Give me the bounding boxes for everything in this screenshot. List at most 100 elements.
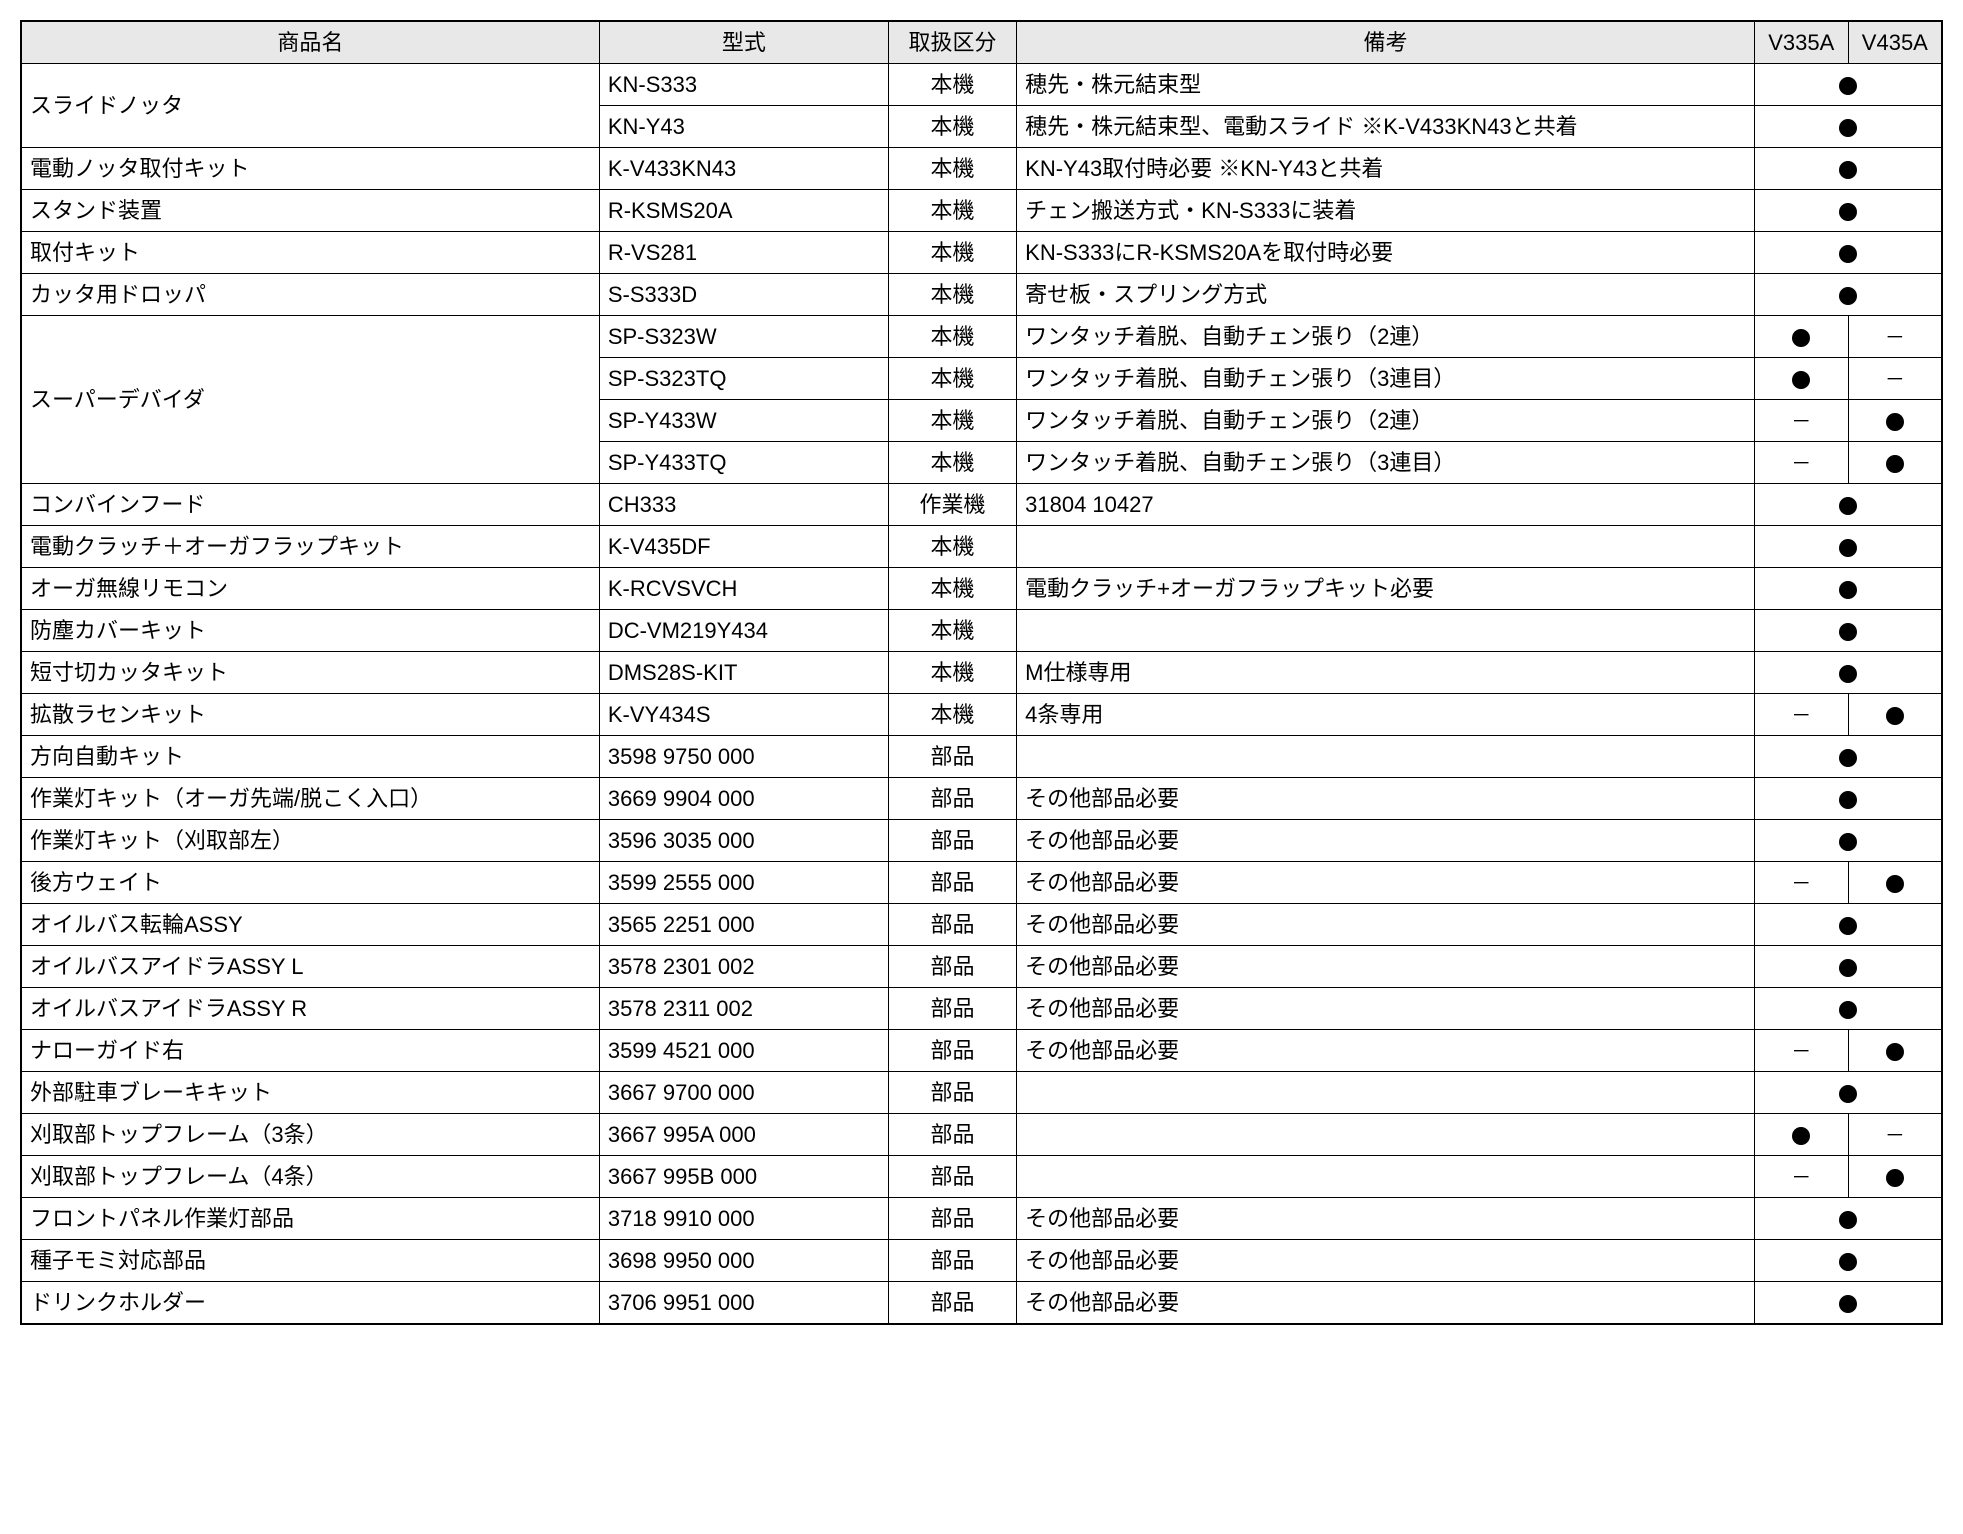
cell-model: SP-S323W xyxy=(599,316,888,358)
cell-category: 本機 xyxy=(888,190,1016,232)
cell-v-merged xyxy=(1754,736,1942,778)
cell-note: ワンタッチ着脱、自動チェン張り（3連目） xyxy=(1017,358,1755,400)
table-body: スライドノッタKN-S333本機穂先・株元結束型KN-Y43本機穂先・株元結束型… xyxy=(21,64,1942,1325)
cell-category: 本機 xyxy=(888,64,1016,106)
cell-note: その他部品必要 xyxy=(1017,1198,1755,1240)
cell-v435a xyxy=(1848,862,1942,904)
cell-model: K-VY434S xyxy=(599,694,888,736)
cell-note: その他部品必要 xyxy=(1017,904,1755,946)
cell-category: 本機 xyxy=(888,526,1016,568)
cell-v-merged xyxy=(1754,778,1942,820)
cell-model: SP-Y433TQ xyxy=(599,442,888,484)
cell-category: 部品 xyxy=(888,988,1016,1030)
dash-icon: － xyxy=(1791,412,1811,432)
cell-note xyxy=(1017,736,1755,778)
cell-v335a xyxy=(1754,1114,1848,1156)
table-row: スタンド装置R-KSMS20A本機チェン搬送方式・KN-S333に装着 xyxy=(21,190,1942,232)
dot-icon xyxy=(1839,791,1857,809)
cell-note xyxy=(1017,610,1755,652)
table-row: 種子モミ対応部品3698 9950 000部品その他部品必要 xyxy=(21,1240,1942,1282)
cell-category: 作業機 xyxy=(888,484,1016,526)
cell-v435a xyxy=(1848,1030,1942,1072)
cell-model: 3599 4521 000 xyxy=(599,1030,888,1072)
cell-category: 部品 xyxy=(888,1114,1016,1156)
cell-note: ワンタッチ着脱、自動チェン張り（2連） xyxy=(1017,400,1755,442)
cell-model: KN-S333 xyxy=(599,64,888,106)
cell-note: その他部品必要 xyxy=(1017,1030,1755,1072)
cell-model: KN-Y43 xyxy=(599,106,888,148)
table-row: ナローガイド右3599 4521 000部品その他部品必要－ xyxy=(21,1030,1942,1072)
dot-icon xyxy=(1839,1211,1857,1229)
dot-icon xyxy=(1839,665,1857,683)
cell-note: ワンタッチ着脱、自動チェン張り（2連） xyxy=(1017,316,1755,358)
table-header-row: 商品名 型式 取扱区分 備考 V335A V435A xyxy=(21,21,1942,64)
cell-category: 本機 xyxy=(888,274,1016,316)
dash-icon: － xyxy=(1885,328,1905,348)
cell-v335a: － xyxy=(1754,1030,1848,1072)
cell-category: 本機 xyxy=(888,232,1016,274)
cell-name: オーガ無線リモコン xyxy=(21,568,599,610)
cell-note: 31804 10427 xyxy=(1017,484,1755,526)
cell-category: 部品 xyxy=(888,904,1016,946)
cell-note: 穂先・株元結束型、電動スライド ※K-V433KN43と共着 xyxy=(1017,106,1755,148)
cell-model: 3667 995A 000 xyxy=(599,1114,888,1156)
dot-icon xyxy=(1839,917,1857,935)
cell-name: 取付キット xyxy=(21,232,599,274)
dot-icon xyxy=(1886,1169,1904,1187)
col-header-v335a: V335A xyxy=(1754,21,1848,64)
cell-note: 寄せ板・スプリング方式 xyxy=(1017,274,1755,316)
cell-v335a xyxy=(1754,358,1848,400)
table-row: 電動ノッタ取付キットK-V433KN43本機KN-Y43取付時必要 ※KN-Y4… xyxy=(21,148,1942,190)
cell-name: 防塵カバーキット xyxy=(21,610,599,652)
table-row: 作業灯キット（刈取部左）3596 3035 000部品その他部品必要 xyxy=(21,820,1942,862)
cell-category: 部品 xyxy=(888,778,1016,820)
cell-v335a: － xyxy=(1754,862,1848,904)
cell-category: 本機 xyxy=(888,694,1016,736)
table-row: コンバインフードCH333作業機31804 10427 xyxy=(21,484,1942,526)
cell-note: KN-Y43取付時必要 ※KN-Y43と共着 xyxy=(1017,148,1755,190)
cell-note xyxy=(1017,526,1755,568)
cell-category: 部品 xyxy=(888,820,1016,862)
cell-v435a: － xyxy=(1848,316,1942,358)
cell-name: 後方ウェイト xyxy=(21,862,599,904)
cell-note: その他部品必要 xyxy=(1017,1240,1755,1282)
col-header-model: 型式 xyxy=(599,21,888,64)
table-row: 後方ウェイト3599 2555 000部品その他部品必要－ xyxy=(21,862,1942,904)
cell-category: 本機 xyxy=(888,568,1016,610)
cell-v435a: － xyxy=(1848,358,1942,400)
cell-category: 部品 xyxy=(888,1282,1016,1325)
cell-note: その他部品必要 xyxy=(1017,1282,1755,1325)
dot-icon xyxy=(1839,119,1857,137)
table-row: 取付キットR-VS281本機KN-S333にR-KSMS20Aを取付時必要 xyxy=(21,232,1942,274)
dash-icon: － xyxy=(1791,1042,1811,1062)
cell-name: ドリンクホルダー xyxy=(21,1282,599,1325)
cell-v335a xyxy=(1754,316,1848,358)
cell-note: ワンタッチ着脱、自動チェン張り（3連目） xyxy=(1017,442,1755,484)
cell-model: SP-S323TQ xyxy=(599,358,888,400)
table-row: カッタ用ドロッパS-S333D本機寄せ板・スプリング方式 xyxy=(21,274,1942,316)
cell-name: カッタ用ドロッパ xyxy=(21,274,599,316)
dot-icon xyxy=(1792,1127,1810,1145)
cell-note: その他部品必要 xyxy=(1017,946,1755,988)
cell-name: 方向自動キット xyxy=(21,736,599,778)
cell-v-merged xyxy=(1754,1198,1942,1240)
cell-note: 電動クラッチ+オーガフラップキット必要 xyxy=(1017,568,1755,610)
cell-category: 本機 xyxy=(888,652,1016,694)
cell-model: SP-Y433W xyxy=(599,400,888,442)
cell-name: オイルバスアイドラASSY R xyxy=(21,988,599,1030)
cell-note: 穂先・株元結束型 xyxy=(1017,64,1755,106)
table-row: 外部駐車ブレーキキット3667 9700 000部品 xyxy=(21,1072,1942,1114)
cell-category: 部品 xyxy=(888,862,1016,904)
cell-model: 3667 995B 000 xyxy=(599,1156,888,1198)
cell-category: 本機 xyxy=(888,358,1016,400)
cell-v435a xyxy=(1848,1156,1942,1198)
cell-v-merged xyxy=(1754,652,1942,694)
dot-icon xyxy=(1839,77,1857,95)
cell-note: 4条専用 xyxy=(1017,694,1755,736)
cell-v-merged xyxy=(1754,820,1942,862)
cell-note xyxy=(1017,1114,1755,1156)
table-row: スーパーデバイダSP-S323W本機ワンタッチ着脱、自動チェン張り（2連）－ xyxy=(21,316,1942,358)
dot-icon xyxy=(1886,455,1904,473)
dot-icon xyxy=(1839,623,1857,641)
dot-icon xyxy=(1839,497,1857,515)
